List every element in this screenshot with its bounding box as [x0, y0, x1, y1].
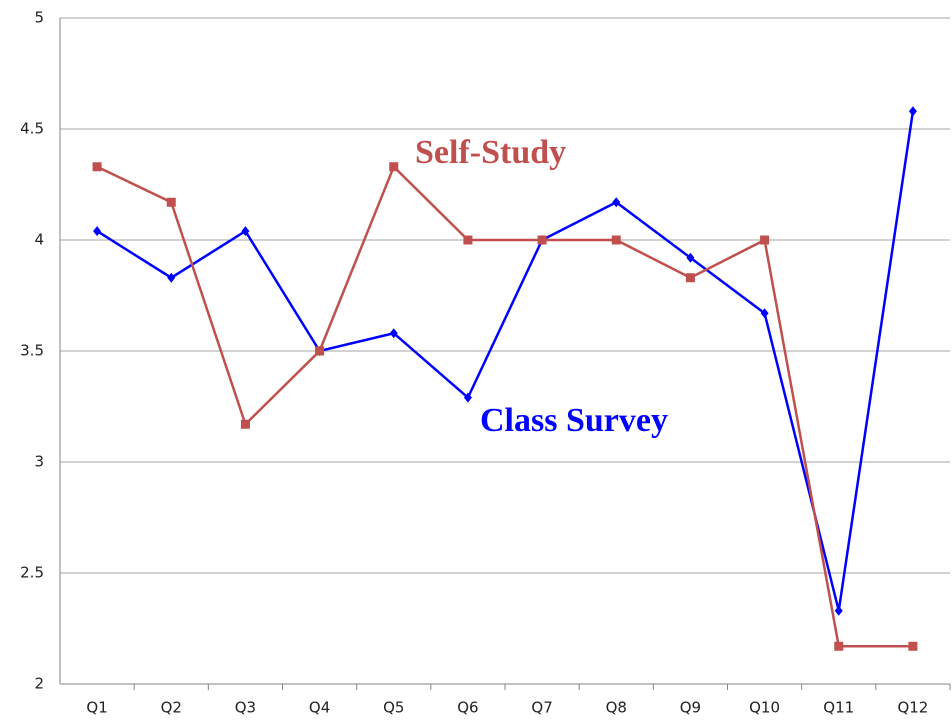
marker [315, 346, 325, 356]
x-tick-label: Q2 [161, 699, 182, 717]
marker [908, 641, 918, 651]
marker [167, 272, 176, 283]
y-tick-label: 2.5 [20, 564, 44, 582]
x-tick-label: Q4 [309, 699, 330, 717]
marker [166, 197, 176, 207]
series-line [96, 111, 915, 612]
x-tick-label: Q11 [823, 699, 854, 717]
marker [760, 308, 769, 319]
y-tick-label: 5 [34, 9, 44, 27]
y-tick-label: 2 [34, 675, 44, 693]
x-tick-label: Q9 [680, 699, 701, 717]
marker [241, 226, 250, 237]
series-label: Class Survey [480, 402, 668, 439]
marker [908, 106, 917, 117]
y-tick-label: 4 [34, 231, 44, 249]
marker [685, 273, 695, 283]
x-tick-label: Q5 [383, 699, 404, 717]
marker [537, 235, 547, 245]
marker [463, 392, 472, 403]
marker [612, 197, 621, 208]
x-tick-label: Q1 [86, 699, 107, 717]
series-label: Self-Study [415, 134, 566, 171]
x-tick-label: Q12 [897, 699, 928, 717]
marker [834, 641, 844, 651]
marker [92, 162, 102, 172]
x-tick-label: Q6 [457, 699, 478, 717]
x-tick-label: Q10 [749, 699, 780, 717]
x-tick-label: Q3 [235, 699, 256, 717]
marker [686, 252, 695, 263]
y-tick-label: 3 [34, 453, 44, 471]
marker [834, 605, 843, 616]
marker [760, 235, 770, 245]
marker [463, 235, 473, 245]
x-tick-label: Q8 [606, 699, 627, 717]
y-tick-label: 3.5 [20, 342, 44, 360]
marker [389, 162, 399, 172]
y-tick-label: 4.5 [20, 120, 44, 138]
x-tick-label: Q7 [531, 699, 552, 717]
marker [389, 328, 398, 339]
marker [611, 235, 621, 245]
marker [93, 226, 102, 237]
series-line [96, 164, 913, 648]
marker [240, 419, 250, 429]
